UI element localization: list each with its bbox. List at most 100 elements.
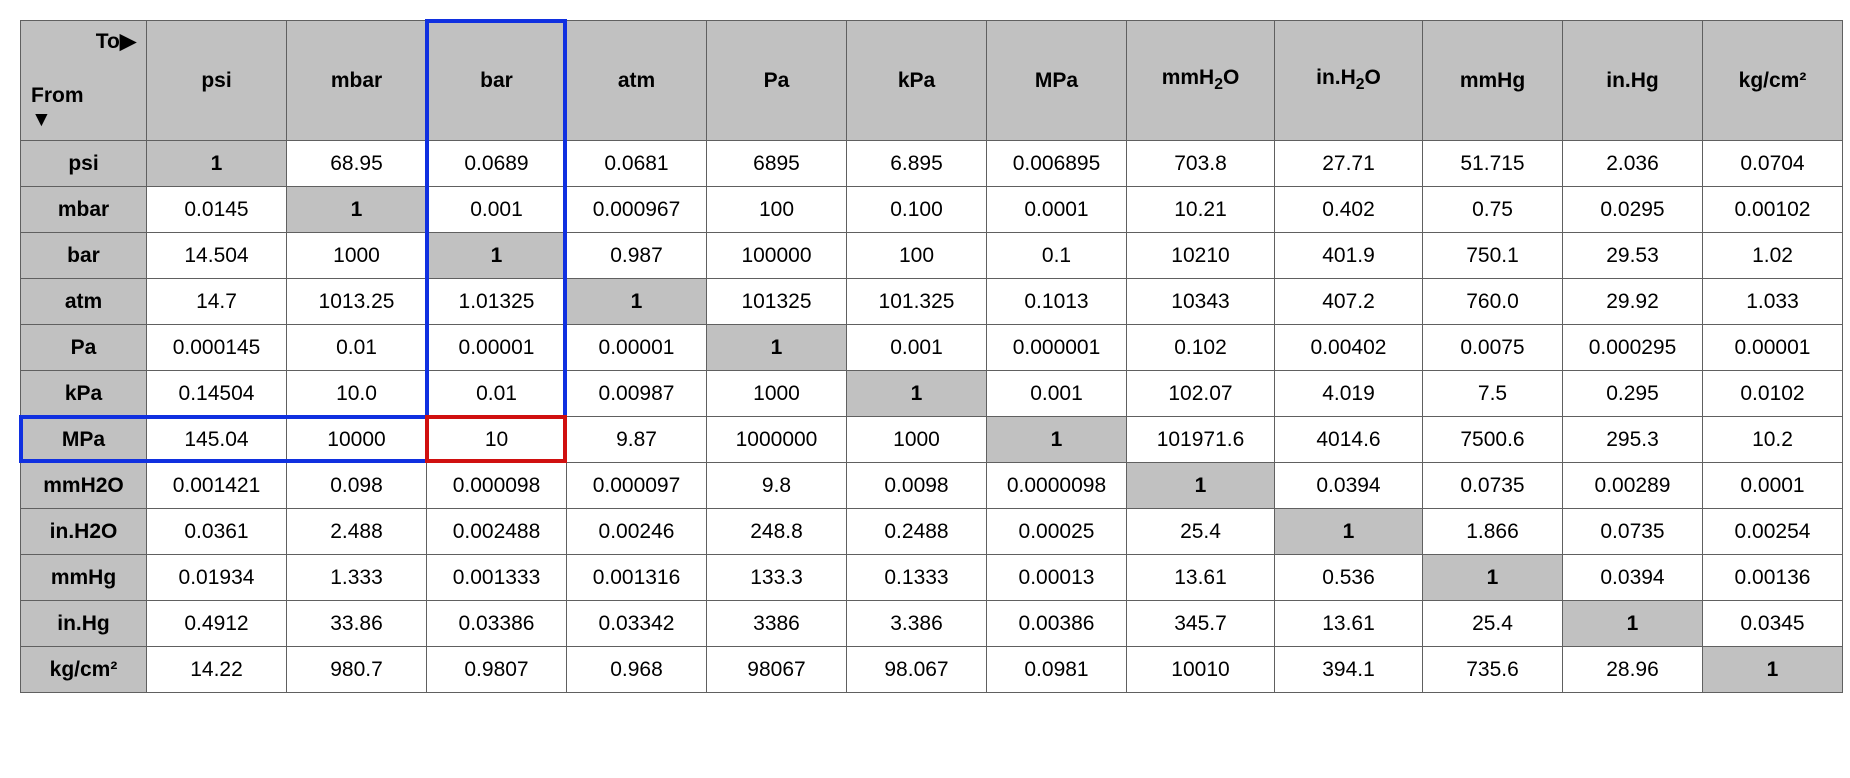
table-header-row: To▶ From▼ psimbarbaratmPakPaMPammH2Oin.H… bbox=[21, 21, 1843, 141]
table-cell: 0.006895 bbox=[987, 141, 1127, 187]
table-cell: 1013.25 bbox=[287, 279, 427, 325]
row-header: kg/cm² bbox=[21, 647, 147, 693]
table-cell: 703.8 bbox=[1127, 141, 1275, 187]
table-cell: 10000 bbox=[287, 417, 427, 463]
table-cell: 1000 bbox=[287, 233, 427, 279]
table-cell: 13.61 bbox=[1275, 601, 1423, 647]
table-cell: 0.0735 bbox=[1563, 509, 1703, 555]
table-cell: 1000 bbox=[707, 371, 847, 417]
table-cell: 14.504 bbox=[147, 233, 287, 279]
conversion-table-wrap: To▶ From▼ psimbarbaratmPakPaMPammH2Oin.H… bbox=[20, 20, 1830, 693]
table-row: psi168.950.06890.068168956.8950.00689570… bbox=[21, 141, 1843, 187]
table-cell: 68.95 bbox=[287, 141, 427, 187]
col-header: bar bbox=[427, 21, 567, 141]
table-cell: 27.71 bbox=[1275, 141, 1423, 187]
table-cell: 0.536 bbox=[1275, 555, 1423, 601]
table-cell: 0.001333 bbox=[427, 555, 567, 601]
table-cell: 6895 bbox=[707, 141, 847, 187]
table-cell: 0.0704 bbox=[1703, 141, 1843, 187]
table-cell: 3386 bbox=[707, 601, 847, 647]
table-cell: 0.03342 bbox=[567, 601, 707, 647]
table-cell: 25.4 bbox=[1127, 509, 1275, 555]
table-cell: 0.1 bbox=[987, 233, 1127, 279]
table-cell: 1 bbox=[427, 233, 567, 279]
table-cell: 0.000145 bbox=[147, 325, 287, 371]
table-cell: 407.2 bbox=[1275, 279, 1423, 325]
table-cell: 750.1 bbox=[1423, 233, 1563, 279]
from-label: From▼ bbox=[31, 84, 84, 132]
table-cell: 0.098 bbox=[287, 463, 427, 509]
table-cell: 100 bbox=[847, 233, 987, 279]
table-cell: 1000000 bbox=[707, 417, 847, 463]
table-row: in.H2O0.03612.4880.0024880.00246248.80.2… bbox=[21, 509, 1843, 555]
table-cell: 1 bbox=[1127, 463, 1275, 509]
col-header: Pa bbox=[707, 21, 847, 141]
table-cell: 0.987 bbox=[567, 233, 707, 279]
table-cell: 0.0295 bbox=[1563, 187, 1703, 233]
table-cell: 1 bbox=[1563, 601, 1703, 647]
table-cell: 1.333 bbox=[287, 555, 427, 601]
col-header: atm bbox=[567, 21, 707, 141]
col-header: mbar bbox=[287, 21, 427, 141]
table-cell: 1 bbox=[1703, 647, 1843, 693]
table-cell: 295.3 bbox=[1563, 417, 1703, 463]
table-cell: 1 bbox=[567, 279, 707, 325]
row-header: kPa bbox=[21, 371, 147, 417]
col-header: psi bbox=[147, 21, 287, 141]
table-cell: 0.00246 bbox=[567, 509, 707, 555]
table-cell: 0.75 bbox=[1423, 187, 1563, 233]
row-header: atm bbox=[21, 279, 147, 325]
table-cell: 0.1333 bbox=[847, 555, 987, 601]
table-cell: 0.00987 bbox=[567, 371, 707, 417]
table-cell: 0.000098 bbox=[427, 463, 567, 509]
table-row: MPa145.0410000109.87100000010001101971.6… bbox=[21, 417, 1843, 463]
table-cell: 29.53 bbox=[1563, 233, 1703, 279]
table-cell: 28.96 bbox=[1563, 647, 1703, 693]
table-cell: 0.001 bbox=[847, 325, 987, 371]
table-cell: 1.01325 bbox=[427, 279, 567, 325]
table-cell: 0.00001 bbox=[567, 325, 707, 371]
row-header: in.H2O bbox=[21, 509, 147, 555]
row-header: Pa bbox=[21, 325, 147, 371]
table-cell: 1 bbox=[847, 371, 987, 417]
table-cell: 2.488 bbox=[287, 509, 427, 555]
table-cell: 0.03386 bbox=[427, 601, 567, 647]
col-header: mmHg bbox=[1423, 21, 1563, 141]
table-cell: 10.0 bbox=[287, 371, 427, 417]
table-cell: 1 bbox=[987, 417, 1127, 463]
table-cell: 0.002488 bbox=[427, 509, 567, 555]
table-cell: 98.067 bbox=[847, 647, 987, 693]
table-cell: 0.0394 bbox=[1275, 463, 1423, 509]
table-cell: 0.100 bbox=[847, 187, 987, 233]
table-row: kg/cm²14.22980.70.98070.9689806798.0670.… bbox=[21, 647, 1843, 693]
table-cell: 3.386 bbox=[847, 601, 987, 647]
col-header: MPa bbox=[987, 21, 1127, 141]
corner-cell: To▶ From▼ bbox=[21, 21, 147, 141]
row-header: MPa bbox=[21, 417, 147, 463]
table-cell: 0.0981 bbox=[987, 647, 1127, 693]
table-cell: 98067 bbox=[707, 647, 847, 693]
table-cell: 0.402 bbox=[1275, 187, 1423, 233]
table-cell: 0.00136 bbox=[1703, 555, 1843, 601]
table-cell: 0.000001 bbox=[987, 325, 1127, 371]
table-cell: 0.102 bbox=[1127, 325, 1275, 371]
table-cell: 133.3 bbox=[707, 555, 847, 601]
table-cell: 10 bbox=[427, 417, 567, 463]
table-cell: 0.001421 bbox=[147, 463, 287, 509]
table-cell: 1 bbox=[1275, 509, 1423, 555]
table-cell: 1.866 bbox=[1423, 509, 1563, 555]
table-cell: 14.7 bbox=[147, 279, 287, 325]
table-cell: 0.00289 bbox=[1563, 463, 1703, 509]
table-cell: 10343 bbox=[1127, 279, 1275, 325]
table-cell: 29.92 bbox=[1563, 279, 1703, 325]
table-cell: 0.968 bbox=[567, 647, 707, 693]
table-cell: 0.0681 bbox=[567, 141, 707, 187]
conversion-table: To▶ From▼ psimbarbaratmPakPaMPammH2Oin.H… bbox=[20, 20, 1843, 693]
table-cell: 0.14504 bbox=[147, 371, 287, 417]
table-cell: 0.0098 bbox=[847, 463, 987, 509]
table-cell: 0.000097 bbox=[567, 463, 707, 509]
col-header: in.H2O bbox=[1275, 21, 1423, 141]
table-cell: 4.019 bbox=[1275, 371, 1423, 417]
table-row: Pa0.0001450.010.000010.0000110.0010.0000… bbox=[21, 325, 1843, 371]
table-cell: 2.036 bbox=[1563, 141, 1703, 187]
